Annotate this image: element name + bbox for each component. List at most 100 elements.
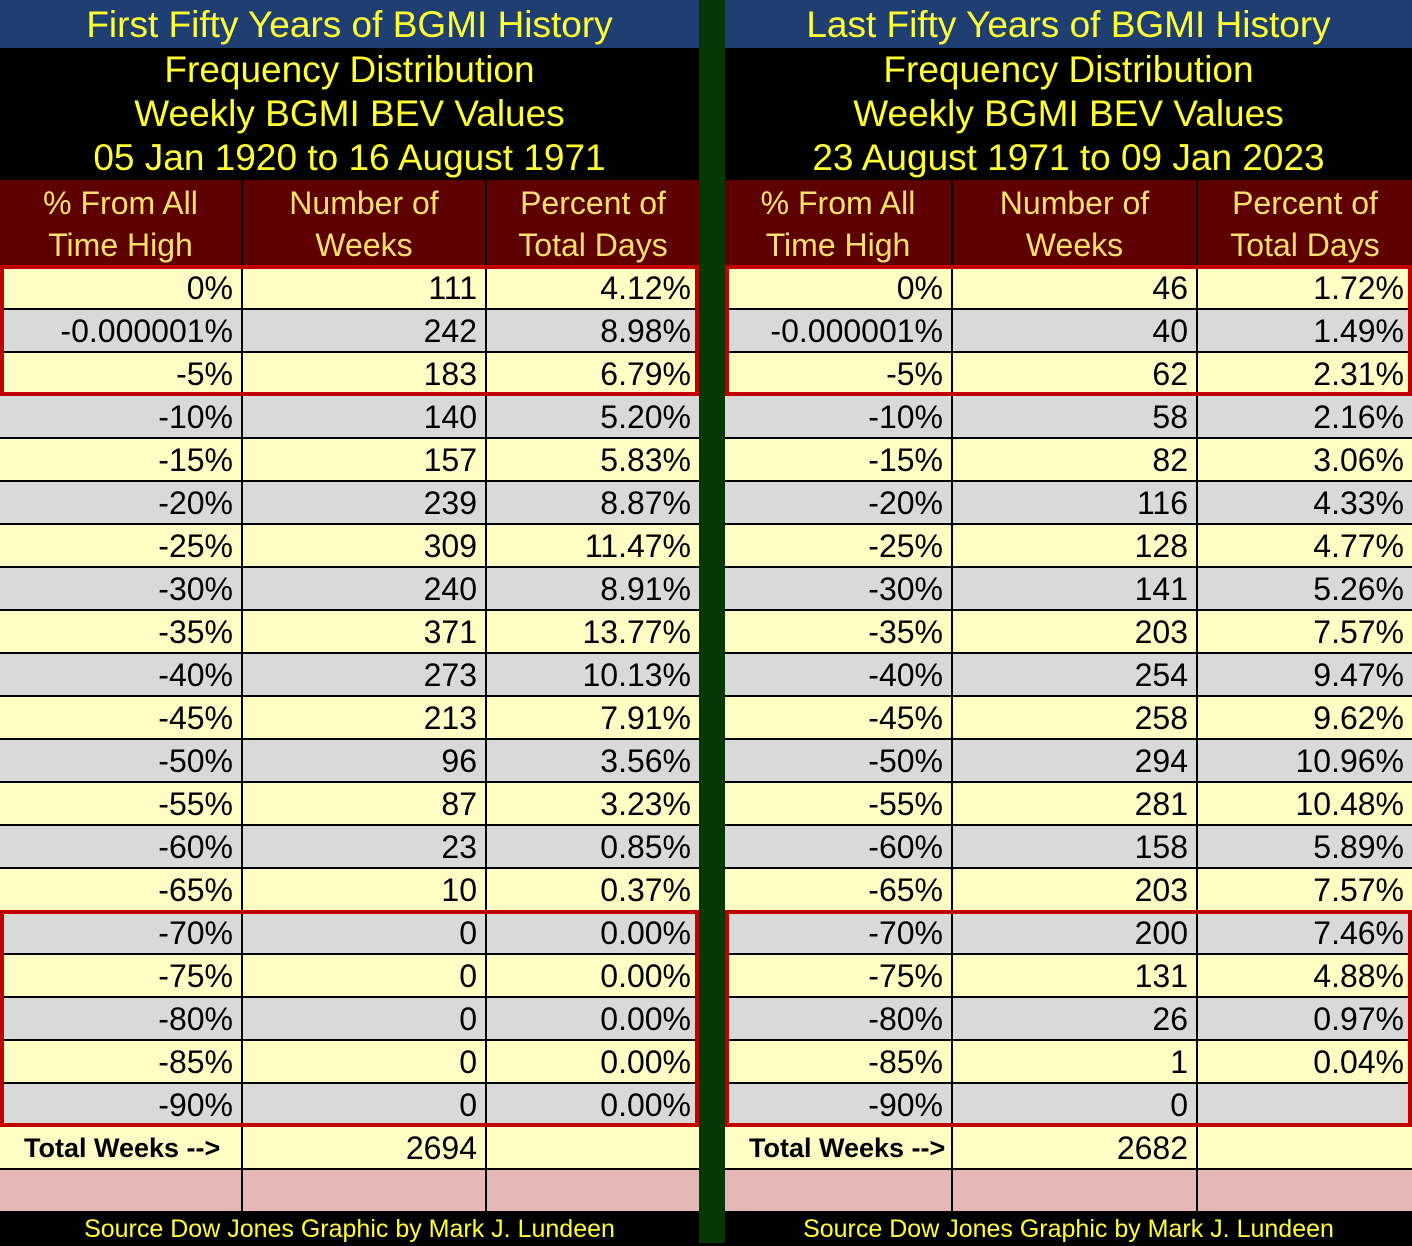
pct-from-high-cell: -85%: [0, 1041, 243, 1082]
pct-from-high-cell: -5%: [0, 353, 243, 394]
left-subtitle-line: 05 Jan 1920 to 16 August 1971: [93, 137, 606, 178]
weeks-count-cell: 87: [243, 783, 487, 824]
percent-days-cell: 5.20%: [600, 399, 691, 435]
percent-days-cell: 7.91%: [600, 700, 691, 736]
percent-days-cell: 0.00%: [600, 1044, 691, 1080]
percent-days-cell: 4.88%: [1313, 958, 1404, 994]
left-source-credit: Source Dow Jones Graphic by Mark J. Lund…: [0, 1213, 699, 1246]
percent-days-cell: 3.06%: [1313, 442, 1404, 478]
empty-footer-row: [0, 1170, 699, 1213]
percent-days-cell: 1.49%: [1313, 313, 1404, 349]
right-header-pct-from-high: % From All Time High: [725, 180, 953, 267]
right-subtitle-line: Weekly BGMI BEV Values: [853, 93, 1284, 134]
table-row: -0.000001% 242 8.98%: [0, 310, 699, 353]
total-weeks-value: 2694: [243, 1127, 487, 1168]
percent-days-cell: 8.87%: [600, 485, 691, 521]
empty-footer-cell: [953, 1170, 1198, 1211]
weeks-count-cell: 0: [243, 1084, 487, 1125]
weeks-count-cell: 46: [953, 267, 1198, 308]
weeks-count-cell: 258: [953, 697, 1198, 738]
pct-from-high-cell: -40%: [725, 654, 953, 695]
pct-from-high-cell: -90%: [725, 1084, 953, 1125]
pct-from-high-cell: -55%: [725, 783, 953, 824]
pct-from-high-cell: -45%: [725, 697, 953, 738]
table-row: -85% 1 0.04%: [725, 1041, 1412, 1084]
center-divider: [699, 0, 725, 1243]
percent-days-cell: 5.83%: [600, 442, 691, 478]
empty-footer-cell: [725, 1170, 953, 1211]
weeks-count-cell: 116: [953, 482, 1198, 523]
weeks-count-cell: 281: [953, 783, 1198, 824]
percent-days-cell: 9.47%: [1313, 657, 1404, 693]
table-row: -20% 116 4.33%: [725, 482, 1412, 525]
table-row: -75% 0 0.00%: [0, 955, 699, 998]
total-empty-cell: [1198, 1127, 1412, 1168]
weeks-count-cell: 0: [243, 912, 487, 953]
table-row: -85% 0 0.00%: [0, 1041, 699, 1084]
table-row: -70% 0 0.00%: [0, 912, 699, 955]
weeks-count-cell: 23: [243, 826, 487, 867]
weeks-count-cell: 1: [953, 1041, 1198, 1082]
table-row: -20% 239 8.87%: [0, 482, 699, 525]
table-row: -45% 213 7.91%: [0, 697, 699, 740]
empty-footer-cell: [0, 1170, 243, 1211]
weeks-count-cell: 158: [953, 826, 1198, 867]
weeks-count-cell: 254: [953, 654, 1198, 695]
pct-from-high-cell: -75%: [0, 955, 243, 996]
pct-from-high-cell: -50%: [0, 740, 243, 781]
pct-from-high-cell: -10%: [0, 396, 243, 437]
pct-from-high-cell: 0%: [725, 267, 953, 308]
right-header-number-of-weeks: Number of Weeks: [953, 180, 1198, 267]
pct-from-high-cell: -55%: [0, 783, 243, 824]
pct-from-high-cell: -50%: [725, 740, 953, 781]
table-row: -65% 10 0.37%: [0, 869, 699, 912]
pct-from-high-cell: -5%: [725, 353, 953, 394]
table-row: -60% 23 0.85%: [0, 826, 699, 869]
left-table-body: 0% 111 4.12% -0.000001% 242 8.98% -5% 183 6.79% -…: [0, 265, 699, 1213]
table-row: 0% 46 1.72%: [725, 267, 1412, 310]
table-row: -25% 309 11.47%: [0, 525, 699, 568]
percent-days-cell: 8.98%: [600, 313, 691, 349]
right-subtitle: Frequency Distribution Weekly BGMI BEV V…: [725, 48, 1412, 180]
table-row: -55% 87 3.23%: [0, 783, 699, 826]
weeks-count-cell: 62: [953, 353, 1198, 394]
weeks-count-cell: 213: [243, 697, 487, 738]
pct-from-high-cell: -65%: [0, 869, 243, 910]
weeks-count-cell: 40: [953, 310, 1198, 351]
table-row: 0% 111 4.12%: [0, 267, 699, 310]
weeks-count-cell: 371: [243, 611, 487, 652]
weeks-count-cell: 0: [953, 1084, 1198, 1125]
percent-days-cell: 4.33%: [1313, 485, 1404, 521]
weeks-count-cell: 26: [953, 998, 1198, 1039]
weeks-count-cell: 0: [243, 1041, 487, 1082]
percent-days-cell: 1.72%: [1313, 270, 1404, 306]
percent-days-cell: 5.26%: [1313, 571, 1404, 607]
pct-from-high-cell: -10%: [725, 396, 953, 437]
table-row: -75% 131 4.88%: [725, 955, 1412, 998]
total-weeks-row: Total Weeks --> 2682: [725, 1127, 1412, 1170]
percent-days-cell: 0.37%: [600, 872, 691, 908]
header-line: Number of: [289, 185, 439, 221]
table-row: -65% 203 7.57%: [725, 869, 1412, 912]
weeks-count-cell: 140: [243, 396, 487, 437]
pct-from-high-cell: -70%: [0, 912, 243, 953]
weeks-count-cell: 0: [243, 955, 487, 996]
table-row: -5% 62 2.31%: [725, 353, 1412, 396]
percent-days-cell: 5.89%: [1313, 829, 1404, 865]
pct-from-high-cell: -60%: [725, 826, 953, 867]
percent-days-cell: 3.56%: [600, 743, 691, 779]
table-row: -35% 203 7.57%: [725, 611, 1412, 654]
weeks-count-cell: 128: [953, 525, 1198, 566]
header-line: Weeks: [315, 227, 413, 263]
header-line: % From All: [43, 185, 198, 221]
weeks-count-cell: 200: [953, 912, 1198, 953]
total-weeks-label: Total Weeks -->: [725, 1127, 953, 1168]
percent-days-cell: 10.48%: [1295, 786, 1404, 822]
pct-from-high-cell: -90%: [0, 1084, 243, 1125]
table-row: -90% 0: [725, 1084, 1412, 1127]
weeks-count-cell: 111: [243, 267, 487, 308]
table-row: -30% 240 8.91%: [0, 568, 699, 611]
pct-from-high-cell: -30%: [725, 568, 953, 609]
pct-from-high-cell: -80%: [0, 998, 243, 1039]
